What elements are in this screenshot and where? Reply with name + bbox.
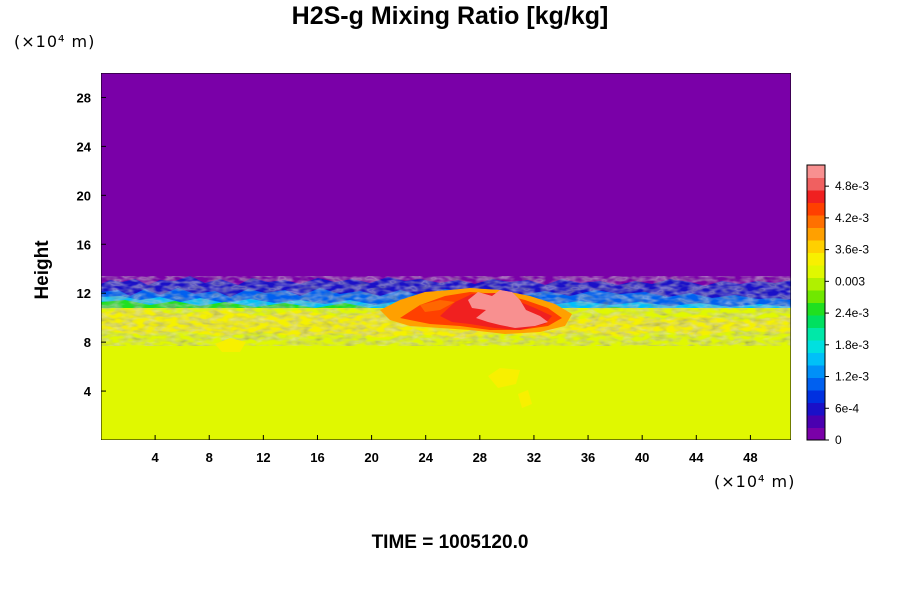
colorbar-segment	[807, 365, 825, 378]
colorbar-segment	[807, 340, 825, 353]
colorbar-label: 0	[835, 433, 842, 447]
blob-1	[215, 338, 246, 352]
x-tick-label: 40	[635, 450, 649, 465]
colorbar-segment	[807, 290, 825, 303]
colorbar-label: 4.2e-3	[835, 211, 869, 225]
colorbar-segment	[807, 402, 825, 416]
x-tick-label: 48	[743, 450, 757, 465]
colorbar-segment	[807, 277, 825, 291]
blob-3	[518, 390, 532, 408]
x-tick-label: 20	[364, 450, 378, 465]
colorbar-segment	[807, 377, 825, 391]
x-tick-label: 32	[527, 450, 541, 465]
colorbar-segment	[807, 265, 825, 278]
colorbar-segment	[807, 215, 825, 228]
x-tick-label: 12	[256, 450, 270, 465]
plume-streak	[420, 300, 455, 312]
colorbar-segment	[807, 315, 825, 328]
y-tick-label: 16	[77, 237, 91, 252]
colorbar-label: 0.003	[835, 274, 865, 288]
colorbar-segment	[807, 252, 825, 266]
x-tick-label: 4	[152, 450, 160, 465]
x-tick-label: 16	[310, 450, 324, 465]
y-axis: 4 8 12 16 20 24 28	[77, 90, 106, 399]
colorbar-label: 2.4e-3	[835, 306, 869, 320]
x-tick-label: 24	[418, 450, 433, 465]
colorbar-segment	[807, 202, 825, 216]
colorbar-segment	[807, 427, 825, 441]
colorbar-segment	[807, 302, 825, 316]
y-tick-label: 20	[77, 188, 91, 203]
blob-2	[488, 368, 520, 388]
colorbar-segment	[807, 240, 825, 253]
colorbar: 4.8e-3 4.2e-3 3.6e-3 0.003 2.4e-3 1.8e-3 1.2e-…	[806, 164, 869, 447]
x-tick-label: 8	[206, 450, 213, 465]
colorbar-segment	[807, 415, 825, 428]
x-tick-label: 36	[581, 450, 595, 465]
colorbar-segment	[807, 165, 825, 178]
colorbar-label: 1.2e-3	[835, 370, 869, 384]
colorbar-segment	[807, 227, 825, 241]
colorbar-label: 6e-4	[835, 401, 859, 415]
x-axis-unit: (×10⁴ m)	[714, 472, 796, 491]
colorbar-label: 3.6e-3	[835, 243, 869, 257]
y-tick-label: 12	[77, 286, 91, 301]
colorbar-segment	[807, 352, 825, 366]
x-tick-label: 44	[689, 450, 704, 465]
y-tick-label: 28	[77, 90, 91, 105]
colorbar-segment	[807, 327, 825, 341]
x-axis: 4 8 12 16 20 24 28 32 36 40 44 48	[152, 435, 758, 465]
colorbar-segment	[807, 177, 825, 191]
y-axis-unit: (×10⁴ m)	[14, 32, 96, 51]
chart-title: H2S-g Mixing Ratio [kg/kg]	[291, 2, 609, 30]
y-tick-label: 4	[84, 384, 92, 399]
colorbar-border	[806, 164, 826, 441]
plume-maximum	[468, 290, 548, 328]
colorbar-segment	[807, 390, 825, 403]
colorbar-label: 4.8e-3	[835, 179, 869, 193]
colorbar-segment	[807, 190, 825, 203]
time-label: TIME = 1005120.0	[371, 532, 529, 553]
x-tick-label: 28	[473, 450, 487, 465]
y-tick-label: 24	[77, 139, 92, 154]
plot-area	[101, 73, 791, 440]
colorbar-label: 1.8e-3	[835, 338, 869, 352]
y-tick-label: 8	[84, 335, 91, 350]
